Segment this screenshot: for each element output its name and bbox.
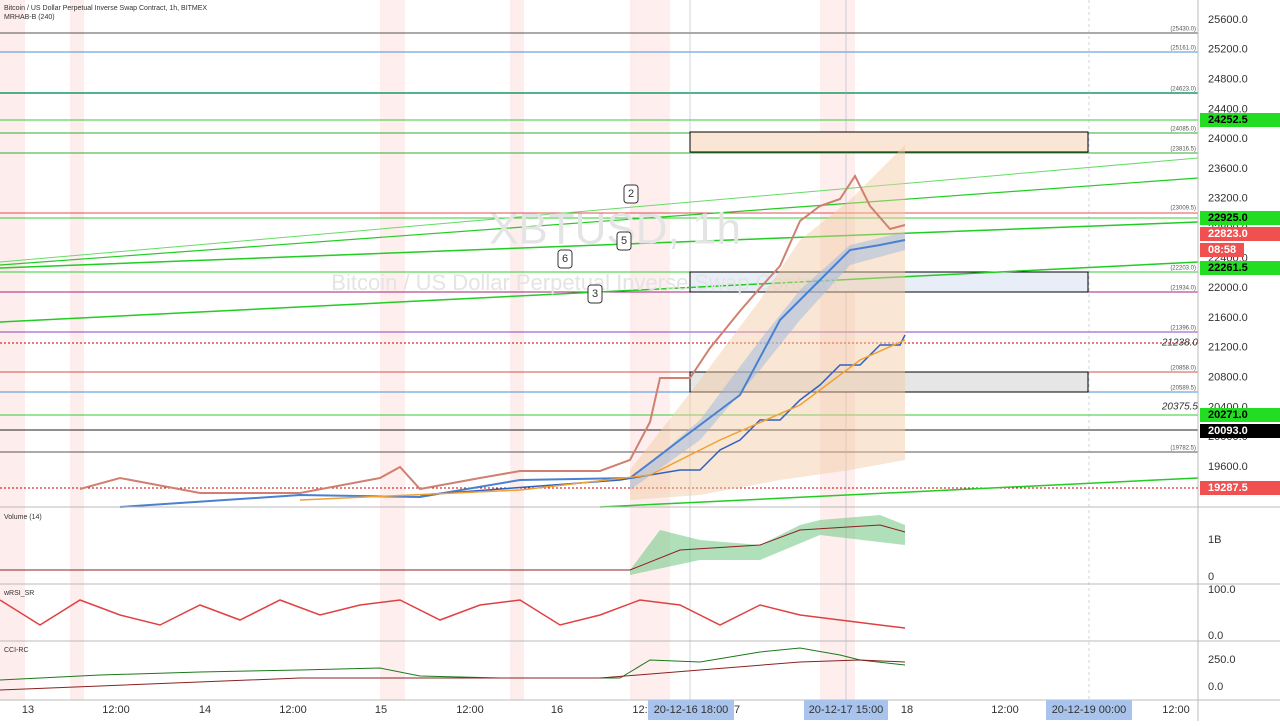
price-badge [1200, 211, 1280, 225]
level-labels: (25430.0) (25161.0) (24623.0) (24085.0) (238… [1170, 27, 1196, 452]
price-badge-label: 24252.5 [1208, 114, 1248, 126]
price-badge-label: 20271.0 [1208, 409, 1248, 421]
cci-line [0, 647, 906, 681]
pane-axis-label: 0.0 [1208, 681, 1223, 693]
price-badge-label: 20093.0 [1208, 425, 1248, 437]
price-badge-label: 22823.0 [1208, 228, 1248, 240]
time-tick-label: 13 [22, 704, 34, 716]
level-label: (21934.0) [1170, 286, 1196, 292]
price-badge [1200, 408, 1280, 422]
price-tick-label: 25600.0 [1208, 14, 1248, 26]
price-line [79, 173, 906, 494]
time-tick-label: 7 [734, 704, 740, 716]
price-badge-label: 22925.0 [1208, 212, 1248, 224]
time-highlight-label: 20-12-16 18:00 [654, 704, 729, 716]
time-highlight [804, 700, 888, 720]
time-axis: 13 12:00 14 12:00 15 12:00 16 12: 7 18 12:00 12:00 2… [22, 700, 1190, 720]
level-label: (20589.5) [1170, 386, 1196, 392]
orange-ma [299, 339, 906, 501]
price-tick-label: 23200.0 [1208, 193, 1248, 205]
line-label: 21238.0 [1161, 338, 1199, 349]
pane-title: wRSI_SR [3, 590, 34, 597]
price-badge-label: 19287.5 [1208, 482, 1248, 494]
level-lines [0, 0, 1198, 700]
time-tick-label: 12: [632, 704, 647, 716]
price-tick-label: 24400.0 [1208, 103, 1248, 115]
blue-ma [119, 239, 906, 508]
time-tick-label: 12:00 [456, 704, 484, 716]
wave-label: 5 [621, 235, 627, 247]
time-tick-label: 15 [375, 704, 387, 716]
level-label: (22203.0) [1170, 266, 1196, 272]
time-highlight [648, 700, 734, 720]
zones [689, 131, 1089, 393]
level-label: (21396.0) [1170, 326, 1196, 332]
level-label: (23816.5) [1170, 147, 1196, 153]
chart-title: Bitcoin / US Dollar Perpetual Inverse Sw… [4, 5, 207, 12]
price-badge [1200, 424, 1280, 438]
pane-title: Volume (14) [4, 514, 42, 521]
indicator-title: MRHAB-B (240) [4, 14, 55, 21]
time-tick-label: 14 [199, 704, 211, 716]
level-label: (24623.0) [1170, 87, 1196, 93]
price-tick-label: 21600.0 [1208, 312, 1248, 324]
step-line [419, 334, 906, 496]
price-badge [1200, 227, 1280, 241]
price-badge [1200, 481, 1280, 495]
time-tick-label: 18 [901, 704, 913, 716]
price-tick-label: 22000.0 [1208, 282, 1248, 294]
price-badge-label: 22261.5 [1208, 262, 1248, 274]
watermark-symbol: XBTUSD, 1h [489, 205, 741, 254]
level-label: (25161.0) [1170, 46, 1196, 52]
pane-axis-label: 250.0 [1208, 654, 1236, 666]
pane-axis-label: 0.0 [1208, 630, 1223, 642]
wave-label: 6 [562, 253, 568, 265]
price-badge [1200, 113, 1280, 127]
price-tick-label: 19600.0 [1208, 461, 1248, 473]
time-highlight-label: 20-12-19 00:00 [1052, 704, 1127, 716]
price-tick-label: 23600.0 [1208, 163, 1248, 175]
level-label: (25430.0) [1170, 27, 1196, 33]
watermark-description: Bitcoin / US Dollar Perpetual Inverse Sw… [331, 270, 838, 295]
price-tick-label: 21200.0 [1208, 342, 1248, 354]
price-tick-label: 24000.0 [1208, 133, 1248, 145]
pane-axis-label: 0 [1208, 571, 1214, 583]
time-tick-label: 12:00 [102, 704, 130, 716]
cci-ma [0, 659, 906, 691]
price-tick-label: 24800.0 [1208, 74, 1248, 86]
wave-label: 2 [628, 188, 634, 200]
cloud [630, 145, 905, 500]
time-tick-label: 12:00 [991, 704, 1019, 716]
pane-axis-label: 100.0 [1208, 584, 1236, 596]
volume-ma [0, 524, 906, 571]
line-label: 20375.5 [1161, 402, 1199, 413]
level-label: (19782.5) [1170, 446, 1196, 452]
time-highlight [1046, 700, 1132, 720]
pane-axis-label: 1B [1208, 534, 1221, 546]
level-label: (24085.0) [1170, 127, 1196, 133]
pane-title: CCI-RC [4, 647, 29, 654]
time-tick-label: 12:00 [1162, 704, 1190, 716]
rsi-line [0, 599, 906, 629]
level-label: (23009.5) [1170, 206, 1196, 212]
time-highlight-label: 20-12-17 15:00 [809, 704, 884, 716]
price-badge [1200, 261, 1280, 275]
wave-label: 3 [592, 288, 598, 300]
time-tick-label: 16 [551, 704, 563, 716]
session-shading [0, 0, 855, 700]
time-tick-label: 12:00 [279, 704, 307, 716]
level-label: (20858.0) [1170, 366, 1196, 372]
price-badge [1200, 243, 1244, 257]
price-badges: 24252.5 22925.0 22823.0 08:58 22261.5 20271.0… [1200, 113, 1280, 495]
price-tick-label: 25200.0 [1208, 44, 1248, 56]
price-badge-label: 08:58 [1208, 244, 1236, 256]
volume-band [630, 515, 905, 575]
wave-markers [557, 184, 639, 304]
price-tick-label: 20800.0 [1208, 372, 1248, 384]
